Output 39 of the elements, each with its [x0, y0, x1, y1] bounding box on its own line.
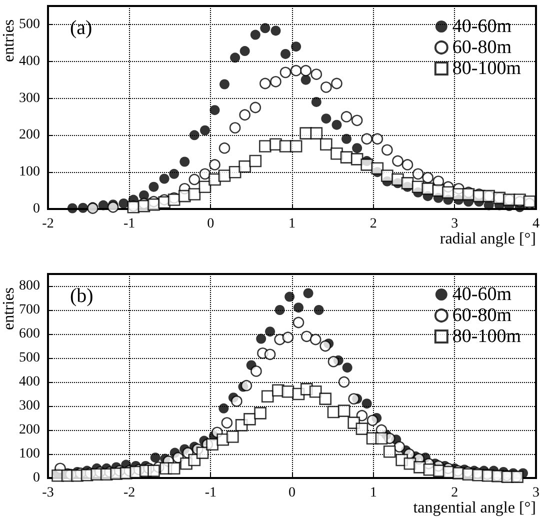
- x-axis-title: radial angle [°]: [440, 230, 536, 248]
- y-tick-label: 400: [19, 374, 40, 390]
- y-tick-label: 600: [19, 326, 40, 342]
- y-axis-title: entries: [0, 287, 18, 330]
- y-tick-label: 0: [33, 470, 40, 486]
- y-tick-label: 500: [19, 350, 40, 366]
- legend-label: 40-60m: [452, 284, 512, 305]
- x-tick-label: 2: [451, 486, 458, 500]
- y-tick-label: 700: [19, 302, 40, 318]
- x-tick-label: 2: [370, 216, 377, 232]
- x-tick-label: 0: [288, 486, 296, 500]
- y-tick-label: 800: [19, 278, 40, 294]
- x-tick-label: 1: [370, 486, 377, 500]
- x-tick-label: -1: [123, 216, 136, 232]
- x-tick-label: -3: [42, 486, 54, 500]
- y-tick-label: 200: [19, 422, 40, 438]
- y-tick-label: 500: [19, 16, 40, 32]
- y-tick-label: 0: [33, 202, 40, 216]
- y-tick-label: 100: [19, 446, 40, 462]
- y-axis-title: entries: [0, 19, 18, 62]
- y-tick-label: 400: [19, 54, 40, 69]
- y-tick-label: 300: [19, 90, 40, 106]
- x-tick-label: 4: [532, 216, 540, 232]
- y-tick-label: 300: [19, 398, 40, 414]
- y-tick-label: 100: [19, 164, 40, 180]
- x-tick-label: -2: [123, 486, 136, 500]
- x-tick-label: 3: [451, 216, 458, 232]
- x-tick-label: 1: [288, 216, 296, 232]
- annotation: (a): [70, 17, 92, 39]
- legend-label: 60-80m: [452, 305, 512, 326]
- x-tick-label: -2: [42, 216, 54, 232]
- legend-label: 80-100m: [452, 58, 522, 79]
- x-axis-title: tangential angle [°]: [413, 500, 536, 516]
- y-tick-label: 200: [19, 128, 40, 143]
- annotation: (b): [70, 285, 94, 307]
- x-tick-label: -1: [204, 486, 217, 500]
- x-tick-label: 0: [207, 216, 214, 232]
- legend-label: 60-80m: [452, 37, 512, 58]
- x-tick-label: 3: [532, 486, 540, 500]
